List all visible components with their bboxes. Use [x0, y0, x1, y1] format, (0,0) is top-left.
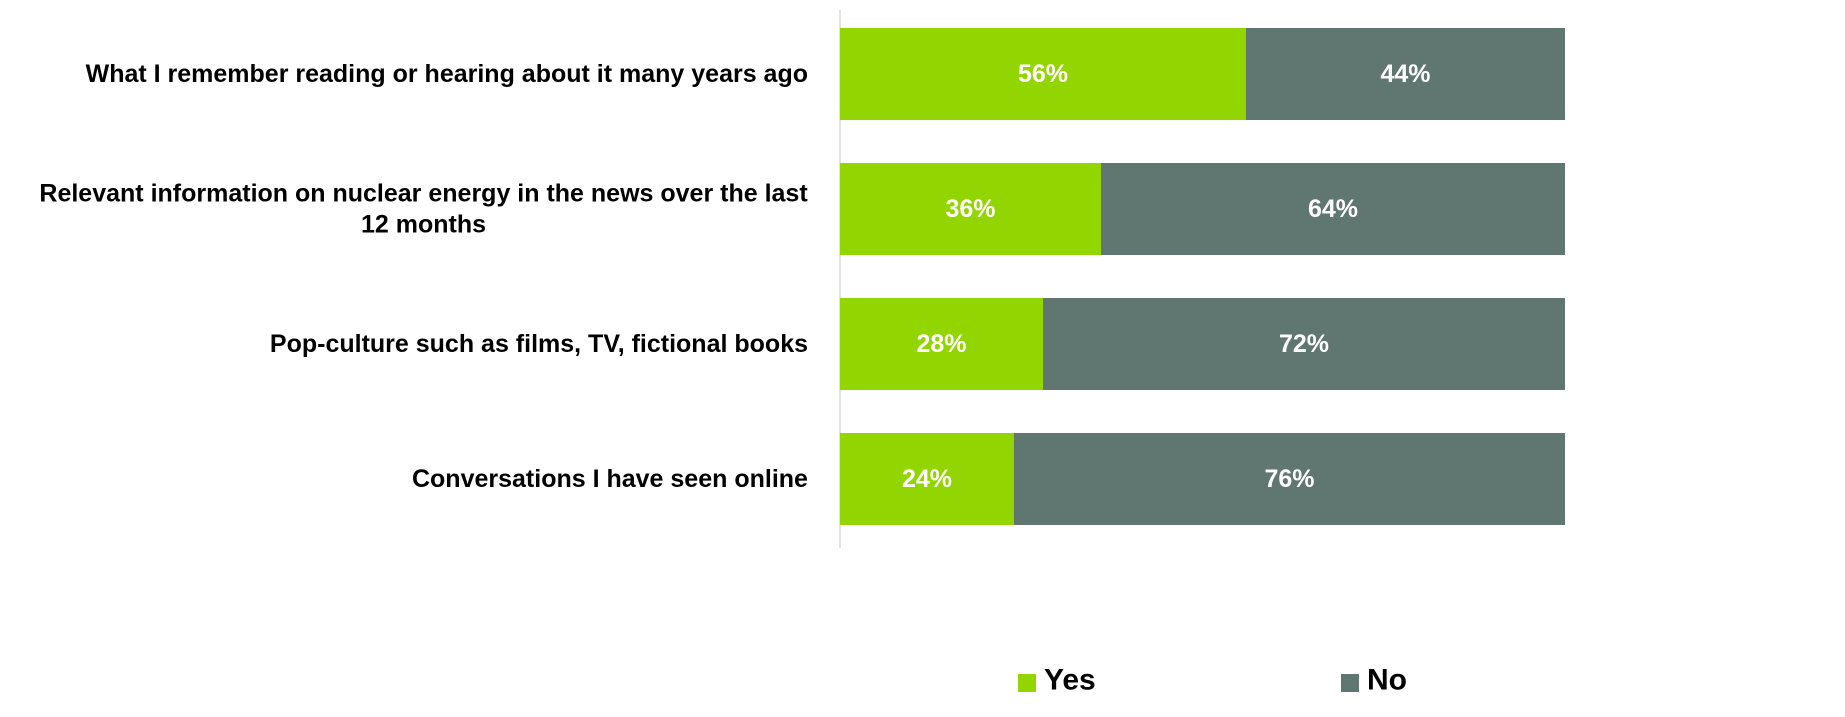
bars-group: 56% 44% 36% 64% 28% 72% 24% 76%	[840, 28, 1565, 525]
bar-yes-0	[840, 28, 1246, 120]
data-label-yes-1: 36%	[945, 195, 995, 223]
legend-swatch-yes	[1018, 674, 1036, 692]
data-label-no-3: 76%	[1264, 465, 1314, 493]
bar-no-2	[1043, 298, 1565, 390]
bar-yes-2	[840, 298, 1043, 390]
category-label-2: Pop-culture such as films, TV, fictional…	[270, 330, 808, 358]
bar-no-0	[1246, 28, 1565, 120]
legend-label-no: No	[1367, 664, 1407, 697]
data-label-no-0: 44%	[1380, 60, 1430, 88]
bar-no-1	[1101, 163, 1565, 255]
data-label-no-1: 64%	[1308, 195, 1358, 223]
legend: Yes No	[1018, 664, 1407, 697]
bar-yes-3	[840, 433, 1014, 525]
bar-no-3	[1014, 433, 1565, 525]
category-label-3: Conversations I have seen online	[412, 465, 808, 493]
data-label-yes-2: 28%	[916, 330, 966, 358]
data-label-no-2: 72%	[1279, 330, 1329, 358]
data-label-yes-0: 56%	[1018, 60, 1068, 88]
category-label-0: What I remember reading or hearing about…	[86, 60, 808, 88]
legend-swatch-no	[1341, 674, 1359, 692]
category-label-1: Relevant information on nuclear energy i…	[39, 180, 808, 239]
data-label-yes-3: 24%	[902, 465, 952, 493]
bar-yes-1	[840, 163, 1101, 255]
category-labels: What I remember reading or hearing about…	[39, 60, 808, 493]
legend-label-yes: Yes	[1044, 664, 1096, 697]
